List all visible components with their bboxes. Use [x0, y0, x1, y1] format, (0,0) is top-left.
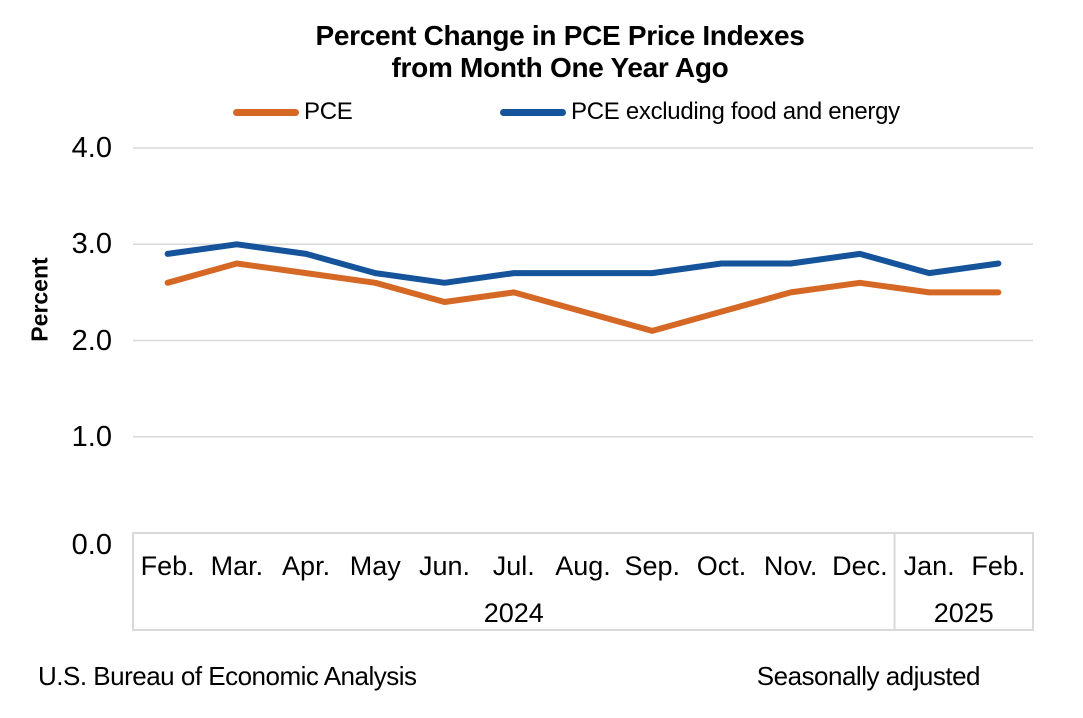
y-tick-label-3.0: 3.0 [71, 228, 112, 261]
x-tick-label-11: Jan. [903, 551, 955, 581]
x-tick-label-10: Dec. [832, 551, 888, 581]
chart-title: Percent Change in PCE Price Indexes from… [98, 20, 1022, 84]
x-tick-label-4: Jun. [419, 551, 471, 581]
x-tick-label-9: Nov. [763, 551, 818, 581]
x-axis-box [132, 532, 1034, 631]
x-tick-label-6: Aug. [555, 551, 611, 581]
x-tick-label-0: Feb. [140, 551, 195, 581]
y-tick-label-2.0: 2.0 [71, 324, 112, 357]
source-note: U.S. Bureau of Economic Analysis [38, 661, 417, 691]
x-tick-label-3: May [349, 551, 401, 581]
legend-item-core-pce: PCE excluding food and energy [500, 96, 900, 128]
y-tick-label-1.0: 1.0 [71, 420, 112, 453]
x-tick-label-8: Oct. [696, 551, 747, 581]
x-tick-label-1: Mar. [210, 551, 264, 581]
chart-title-line2: from Month One Year Ago [391, 52, 729, 83]
legend-label-pce: PCE [304, 98, 353, 125]
year-label-2024: 2024 [483, 598, 544, 628]
legend-label-core-pce: PCE excluding food and energy [571, 98, 900, 125]
x-tick-label-7: Sep. [624, 551, 680, 581]
adjustment-note: Seasonally adjusted [756, 661, 981, 691]
series-line-0 [164, 260, 1002, 334]
core-pce-line-swatch-icon [500, 108, 566, 116]
x-tick-label-2: Apr. [282, 551, 331, 581]
series-line-1 [164, 241, 1002, 286]
year-label-2025: 2025 [933, 598, 994, 628]
pce-line-swatch-icon [233, 108, 299, 116]
chart-title-line1: Percent Change in PCE Price Indexes [315, 20, 805, 51]
y-tick-label-0.0: 0.0 [71, 529, 112, 561]
y-tick-label-4.0: 4.0 [71, 132, 112, 164]
legend-item-pce: PCE [233, 96, 353, 128]
x-tick-label-12: Feb. [971, 551, 1026, 581]
x-tick-label-5: Jul. [492, 551, 535, 581]
